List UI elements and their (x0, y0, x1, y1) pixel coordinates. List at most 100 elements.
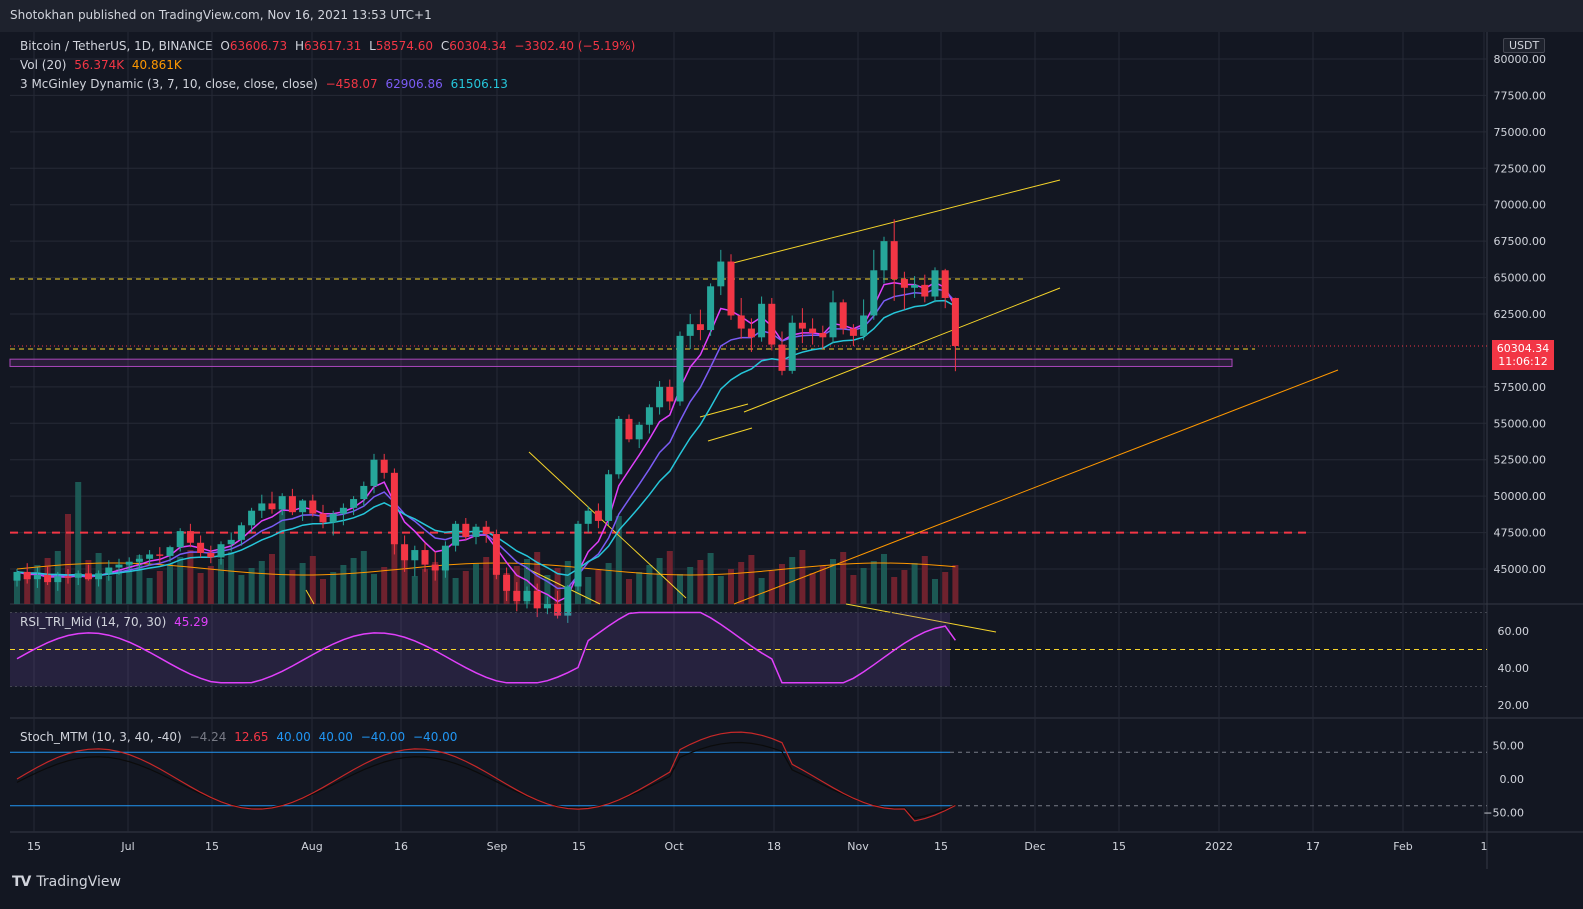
candle-body (248, 510, 256, 526)
volume-bar (626, 579, 632, 604)
price-tick-label: 45000.00 (1494, 563, 1547, 576)
volume-bar (299, 563, 306, 604)
volume-bar (350, 558, 357, 604)
candle-body (686, 324, 694, 336)
last-price-value: 60304.34 (1496, 342, 1550, 355)
candle-body (615, 418, 623, 475)
volume-bar (840, 552, 847, 604)
price-tick-label: 52500.00 (1494, 454, 1547, 467)
legend-l-label: L (369, 39, 376, 53)
legend-low: 58574.60 (375, 39, 434, 53)
price-tick-label: 80000.00 (1494, 53, 1547, 66)
volume-bar (850, 575, 857, 604)
time-tick-label: Jul (120, 840, 134, 853)
candle-body (890, 241, 898, 280)
volume-bar (656, 558, 663, 604)
volume-bar (758, 578, 765, 604)
candle-body (431, 564, 439, 571)
price-tick-label: 50000.00 (1494, 490, 1547, 503)
candle-body (798, 322, 806, 329)
candle-body (809, 328, 817, 333)
candle-body (217, 544, 225, 558)
legend-stoch-value6: −40.00 (413, 730, 458, 744)
rsi-tick-label: 20.00 (1498, 699, 1530, 712)
candle-body (411, 550, 419, 561)
volume-bar (177, 557, 184, 604)
rsi-tick-label: 60.00 (1498, 625, 1530, 638)
candle-body (44, 574, 52, 583)
candle-body (543, 603, 551, 609)
legend-mcg-value1: −458.07 (325, 77, 378, 91)
volume-bar (819, 566, 826, 604)
legend-stoch-value2: 12.65 (234, 730, 269, 744)
candle-body (921, 284, 929, 297)
volume-bar (585, 577, 592, 604)
countdown-value: 11:06:12 (1498, 355, 1548, 368)
volume-bar (330, 572, 337, 604)
candle-body (717, 261, 725, 287)
candle-body (758, 303, 766, 338)
candle-body (23, 571, 31, 580)
candle-body (829, 302, 837, 338)
volume-bar (881, 554, 887, 604)
candle-body (880, 241, 888, 271)
candle-body (472, 526, 480, 537)
volume-bar (116, 569, 122, 604)
volume-bar (554, 568, 561, 604)
legend-stoch-value1: −4.24 (189, 730, 227, 744)
candle-body (584, 510, 592, 524)
price-tick-label: 47500.00 (1494, 527, 1547, 540)
candle-body (666, 386, 674, 402)
legend-open: 63606.73 (229, 39, 288, 53)
legend-stoch: Stoch_MTM (10, 3, 40, -40) −4.24 12.65 4… (20, 730, 461, 744)
volume-bar (207, 566, 214, 604)
volume-bar (942, 572, 949, 604)
volume-bar (442, 555, 449, 604)
candle-body (452, 523, 460, 546)
flag-bottom-line (707, 427, 753, 442)
candle-body (13, 571, 21, 581)
volume-bar (728, 569, 734, 604)
volume-bar (248, 568, 255, 604)
candle-body (258, 503, 266, 511)
candle-body (941, 270, 949, 298)
volume-bar (952, 565, 959, 604)
volume-bar (269, 554, 275, 604)
volume-bar (105, 576, 112, 604)
time-tick-label: Nov (847, 840, 869, 853)
candle-body (350, 499, 358, 508)
volume-bar (14, 579, 20, 604)
legend-rsi-label: RSI_TRI_Mid (14, 70, 30) (20, 615, 167, 629)
tradingview-brand[interactable]: 𝗧𝗩 TradingView (12, 874, 121, 890)
price-tick-label: 75000.00 (1494, 126, 1547, 139)
stoch-tick-label: 50.00 (1493, 740, 1525, 753)
volume-bar (901, 570, 908, 604)
candle-body (278, 496, 286, 510)
candle-body (788, 322, 796, 371)
candle-body (421, 550, 429, 565)
volume-bar (75, 482, 82, 604)
volume-bar (830, 559, 836, 604)
time-tick-label: 15 (205, 840, 219, 853)
downtrend-lower-line (525, 567, 601, 605)
volume-ma-line (16, 562, 956, 576)
candle-body (492, 534, 500, 575)
channel-bottom-line (743, 287, 1061, 413)
legend-vol-value2: 40.861K (131, 58, 182, 72)
chart-area[interactable]: 80000.00 77500.00 75000.00 72500.00 70000.00… (0, 32, 1583, 869)
candle-body (482, 526, 490, 535)
volume-bar (309, 556, 316, 604)
legend-symbol: Bitcoin / TetherUS, 1D, BINANCE (20, 39, 213, 53)
volume-bar (187, 550, 194, 604)
stoch-tick-label: −50.00 (1483, 807, 1524, 820)
candle-body (554, 603, 562, 616)
candle-body (911, 284, 919, 288)
price-tick-label: 70000.00 (1494, 199, 1547, 212)
candle-body (146, 554, 154, 559)
volume-bar (544, 575, 551, 604)
currency-label[interactable]: USDT (1503, 38, 1546, 53)
legend-high: 63617.31 (303, 39, 362, 53)
candle-body (64, 576, 72, 578)
candle-body (635, 424, 643, 440)
volume-bar (146, 578, 153, 604)
